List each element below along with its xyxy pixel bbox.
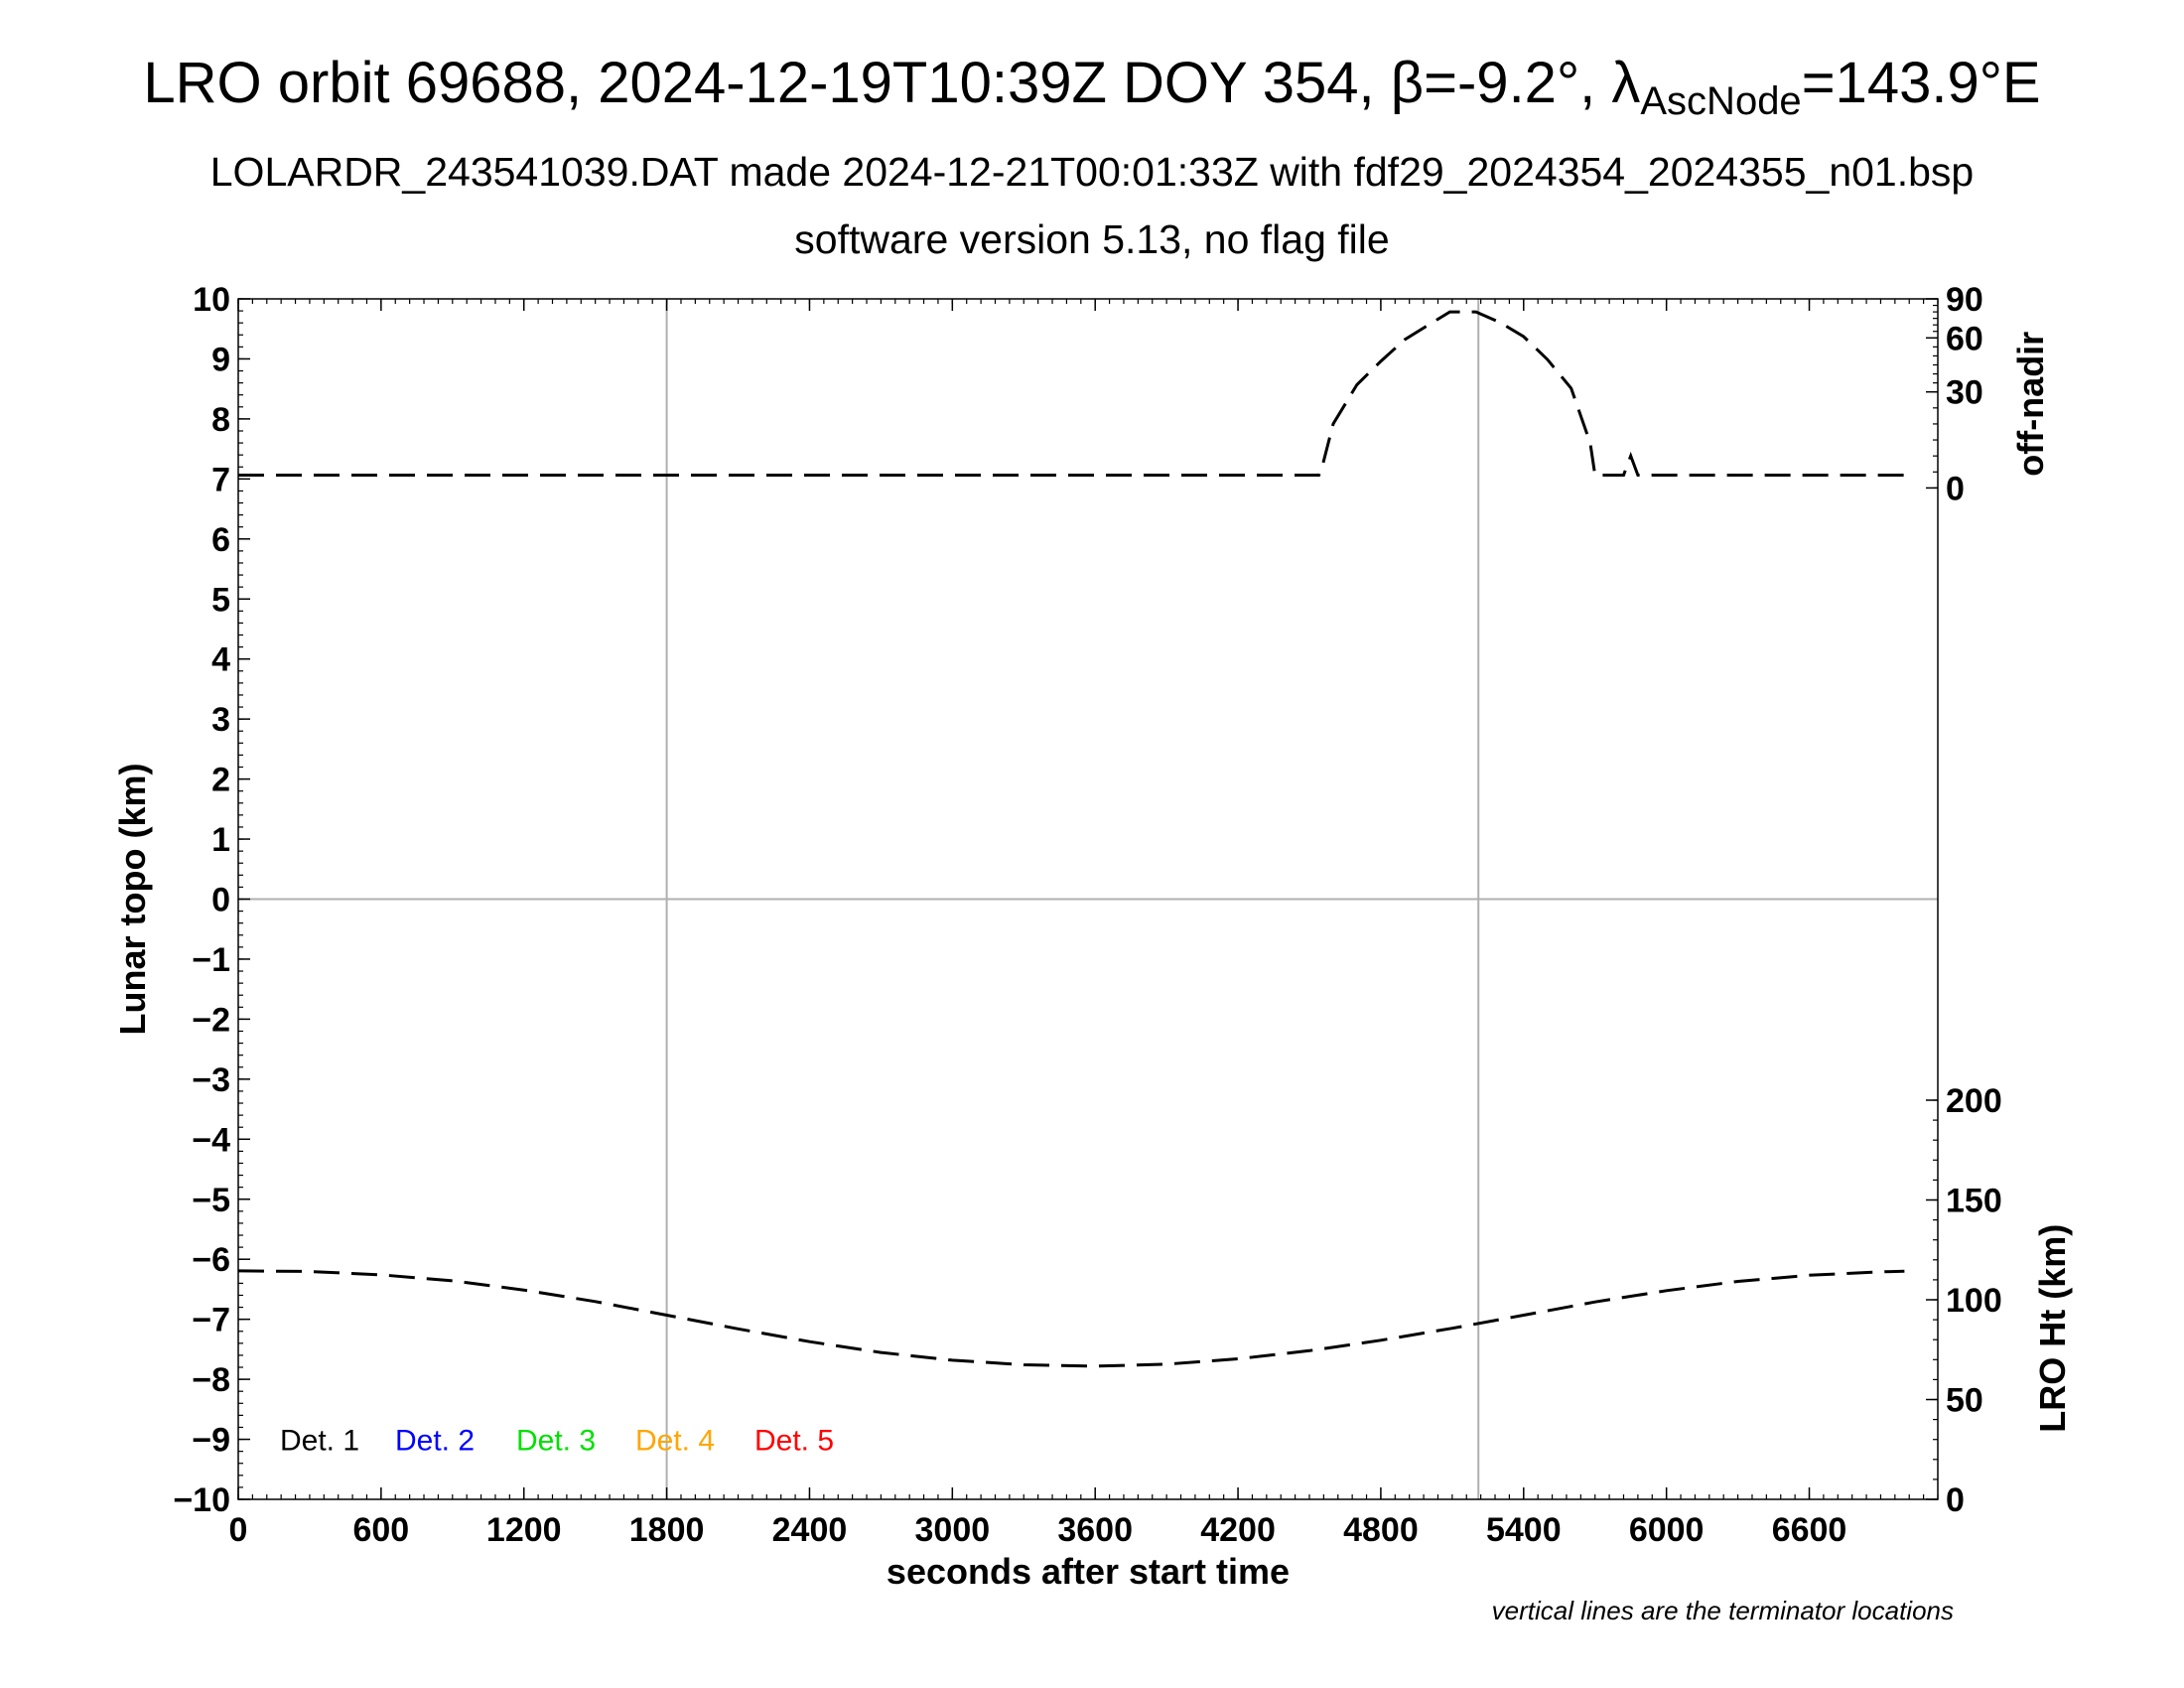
y-tick-label-left: −8 bbox=[192, 1361, 230, 1399]
series-off-nadir-line bbox=[238, 310, 1905, 477]
x-tick-label: 2400 bbox=[772, 1511, 848, 1549]
x-tick-label: 4800 bbox=[1343, 1511, 1419, 1549]
y-tick-label-left: 8 bbox=[211, 401, 230, 439]
x-tick-label: 5400 bbox=[1486, 1511, 1562, 1549]
y-tick-label-left: −2 bbox=[192, 1001, 230, 1039]
y-tick-label-off-nadir: 0 bbox=[1946, 470, 1965, 507]
x-tick-label: 6600 bbox=[1772, 1511, 1847, 1549]
legend: Det. 1 Det. 2 Det. 3 Det. 4 Det. 5 bbox=[280, 1425, 834, 1458]
y-tick-label-lro-height: 0 bbox=[1946, 1481, 1965, 1519]
y-tick-label-left: −3 bbox=[192, 1061, 230, 1099]
x-tick-label: 1800 bbox=[629, 1511, 705, 1549]
series-lro-height-line bbox=[237, 1269, 1905, 1368]
x-tick-label: 1200 bbox=[486, 1511, 562, 1549]
y-tick-label-left: 5 bbox=[211, 581, 230, 619]
y-tick-label-left: −1 bbox=[192, 941, 230, 979]
x-tick-label: 3000 bbox=[915, 1511, 991, 1549]
y-tick-label-lro-height: 150 bbox=[1946, 1183, 2002, 1220]
y-tick-label-off-nadir: 30 bbox=[1946, 374, 1983, 412]
x-tick-label: 6000 bbox=[1629, 1511, 1705, 1549]
terminator-note: vertical lines are the terminator locati… bbox=[1492, 1596, 1954, 1625]
y-tick-label-left: −6 bbox=[192, 1241, 230, 1279]
y-tick-label-off-nadir: 90 bbox=[1946, 281, 1983, 319]
y-tick-label-left: −4 bbox=[192, 1121, 230, 1159]
axis-ticks bbox=[237, 298, 1939, 1500]
legend-item-det-4: Det. 4 bbox=[635, 1425, 715, 1458]
y-tick-label-left: −10 bbox=[173, 1481, 230, 1519]
x-tick-label: 3600 bbox=[1057, 1511, 1133, 1549]
y-tick-label-left: 1 bbox=[211, 821, 230, 859]
y-tick-label-left: 4 bbox=[211, 641, 230, 679]
y-axis-label-left: Lunar topo (km) bbox=[112, 764, 153, 1036]
y-tick-label-left: 2 bbox=[211, 762, 230, 799]
legend-item-det-1: Det. 1 bbox=[280, 1425, 359, 1458]
x-tick-label: 600 bbox=[352, 1511, 409, 1549]
y-tick-label-off-nadir: 60 bbox=[1946, 320, 1983, 357]
y-tick-label-left: 10 bbox=[193, 281, 230, 319]
y-tick-label-lro-height: 100 bbox=[1946, 1282, 2002, 1320]
chart-subtitle-file: LOLARDR_243541039.DAT made 2024-12-21T00… bbox=[209, 149, 1975, 195]
y-axis-label-lro-height: LRO Ht (km) bbox=[2032, 1224, 2073, 1433]
series-lines bbox=[237, 310, 1905, 1368]
y-tick-label-left: 9 bbox=[211, 341, 230, 378]
y-tick-label-left: −7 bbox=[192, 1302, 230, 1339]
y-tick-label-lro-height: 50 bbox=[1946, 1382, 1983, 1420]
y-axis-label-off-nadir: off-nadir bbox=[2010, 332, 2051, 477]
y-tick-label-left: 3 bbox=[211, 701, 230, 739]
legend-item-det-3: Det. 3 bbox=[516, 1425, 596, 1458]
chart-subtitle-version: software version 5.13, no flag file bbox=[794, 216, 1390, 262]
grid-lines bbox=[238, 299, 1938, 1499]
x-axis-label: seconds after start time bbox=[887, 1551, 1290, 1592]
tick-labels: 0 600 1200 1800 2400 3000 3600 4200 4800 5400 6000… bbox=[173, 281, 2001, 1549]
y-tick-label-lro-height: 200 bbox=[1946, 1082, 2002, 1120]
y-tick-label-left: −5 bbox=[192, 1182, 230, 1219]
y-tick-label-left: 0 bbox=[211, 882, 230, 919]
y-tick-label-left: 7 bbox=[211, 461, 230, 498]
x-tick-label: 0 bbox=[229, 1511, 248, 1549]
chart-title: LRO orbit 69688, 2024-12-19T10:39Z DOY 3… bbox=[143, 51, 2041, 123]
y-tick-label-left: 6 bbox=[211, 521, 230, 559]
x-tick-label: 4200 bbox=[1200, 1511, 1276, 1549]
legend-item-det-2: Det. 2 bbox=[395, 1425, 475, 1458]
y-tick-label-left: −9 bbox=[192, 1422, 230, 1460]
legend-item-det-5: Det. 5 bbox=[754, 1425, 834, 1458]
